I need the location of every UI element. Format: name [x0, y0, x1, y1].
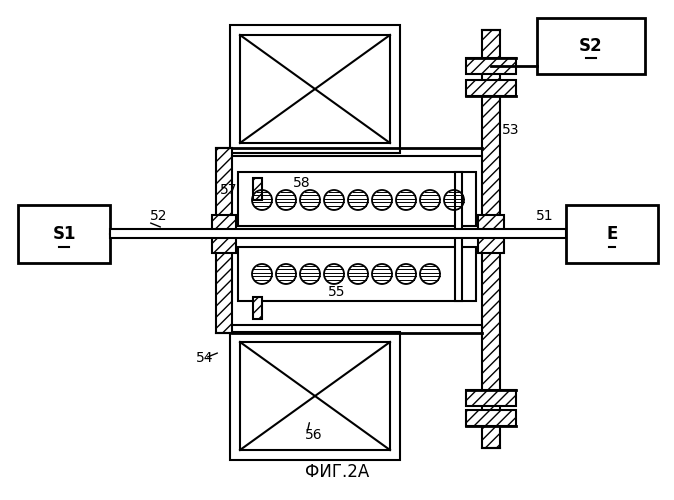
Bar [455, 172, 462, 301]
Bar [238, 247, 476, 301]
Bar [230, 332, 400, 460]
Bar [212, 215, 236, 253]
Text: S1: S1 [53, 225, 75, 243]
Text: S2: S2 [579, 37, 603, 55]
Text: 57: 57 [220, 183, 237, 197]
Text: 55: 55 [328, 285, 346, 299]
Bar [240, 342, 390, 450]
Bar [18, 205, 110, 263]
Bar [216, 148, 232, 333]
Text: 54: 54 [196, 351, 214, 365]
Bar [566, 205, 658, 263]
Bar [537, 18, 645, 74]
Bar [238, 172, 476, 226]
Bar [478, 215, 504, 253]
Text: 58: 58 [293, 176, 311, 190]
Bar [110, 229, 566, 238]
Text: 51: 51 [536, 209, 553, 223]
Text: 56: 56 [305, 428, 323, 442]
Bar [466, 410, 516, 426]
Bar [230, 25, 400, 153]
Text: 52: 52 [150, 209, 168, 223]
Bar [482, 30, 500, 448]
Bar [466, 58, 516, 74]
Bar [466, 390, 516, 406]
Text: E: E [607, 225, 617, 243]
Text: 53: 53 [502, 123, 520, 137]
Bar [253, 178, 262, 200]
Bar [466, 80, 516, 96]
Text: ФИГ.2А: ФИГ.2А [305, 463, 369, 481]
Bar [240, 35, 390, 143]
Bar [253, 297, 262, 319]
